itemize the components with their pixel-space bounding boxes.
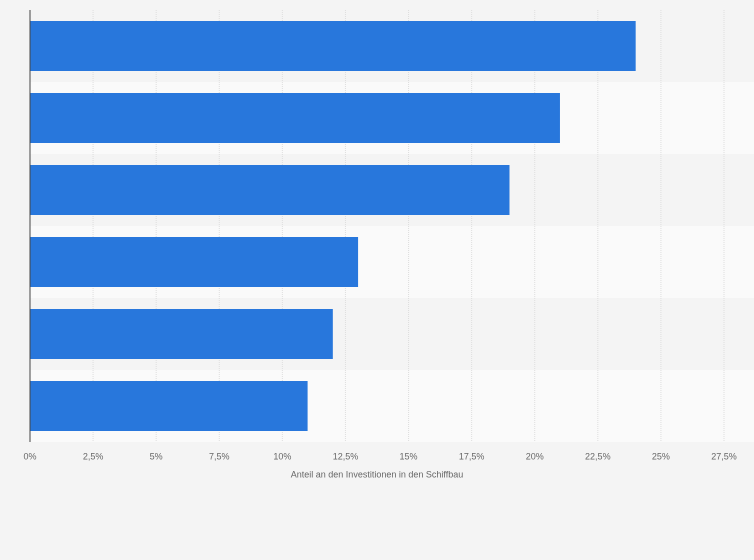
x-tick-label: 2,5% <box>83 451 104 461</box>
x-tick-label: 17,5% <box>459 451 485 461</box>
bar <box>30 21 636 71</box>
x-tick-label: 25% <box>652 451 670 461</box>
bar <box>30 237 359 287</box>
bar <box>30 309 333 359</box>
bar <box>30 381 308 431</box>
x-tick-label: 12,5% <box>333 451 359 461</box>
x-axis-label: Anteil an den Investitionen in den Schif… <box>291 469 463 479</box>
x-tick-label: 5% <box>150 451 163 461</box>
x-tick-label: 22,5% <box>585 451 611 461</box>
x-tick-label: 10% <box>273 451 291 461</box>
bar <box>30 165 510 215</box>
x-tick-label: 15% <box>400 451 418 461</box>
x-tick-label: 7,5% <box>209 451 230 461</box>
x-tick-label: 20% <box>526 451 544 461</box>
bar <box>30 93 560 143</box>
x-tick-label: 27,5% <box>711 451 737 461</box>
x-tick-label: 0% <box>23 451 36 461</box>
